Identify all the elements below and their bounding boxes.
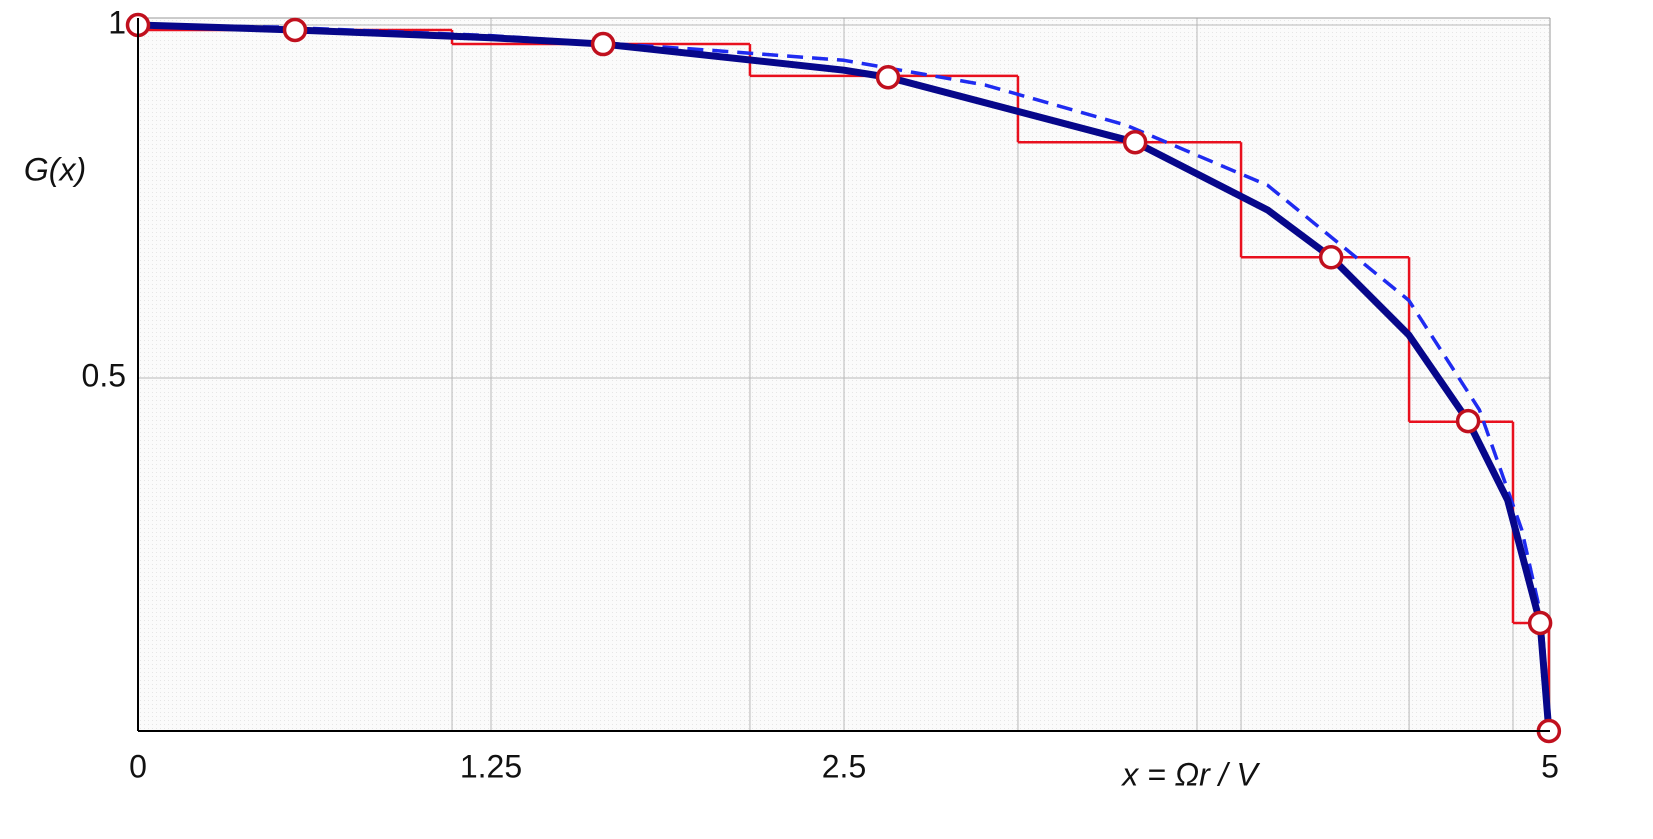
solid-curve — [137, 21, 1553, 732]
y-tick-label: 1 — [108, 4, 126, 40]
marker — [875, 64, 901, 90]
marker — [1527, 610, 1553, 636]
x-axis-label: x = Ωr / V — [1120, 756, 1260, 792]
marker — [1318, 245, 1344, 270]
x-tick-label: 5 — [1541, 748, 1559, 784]
marker — [1455, 408, 1481, 434]
marker — [282, 17, 308, 43]
y-tick-label: 0.5 — [82, 357, 126, 393]
marker — [590, 31, 616, 57]
x-tick-label: 1.25 — [460, 748, 522, 784]
y-axis-label: G(x) — [24, 151, 86, 187]
x-tick-label: 0 — [129, 748, 147, 784]
marker — [1122, 129, 1148, 155]
x-tick-label: 2.5 — [822, 748, 866, 784]
